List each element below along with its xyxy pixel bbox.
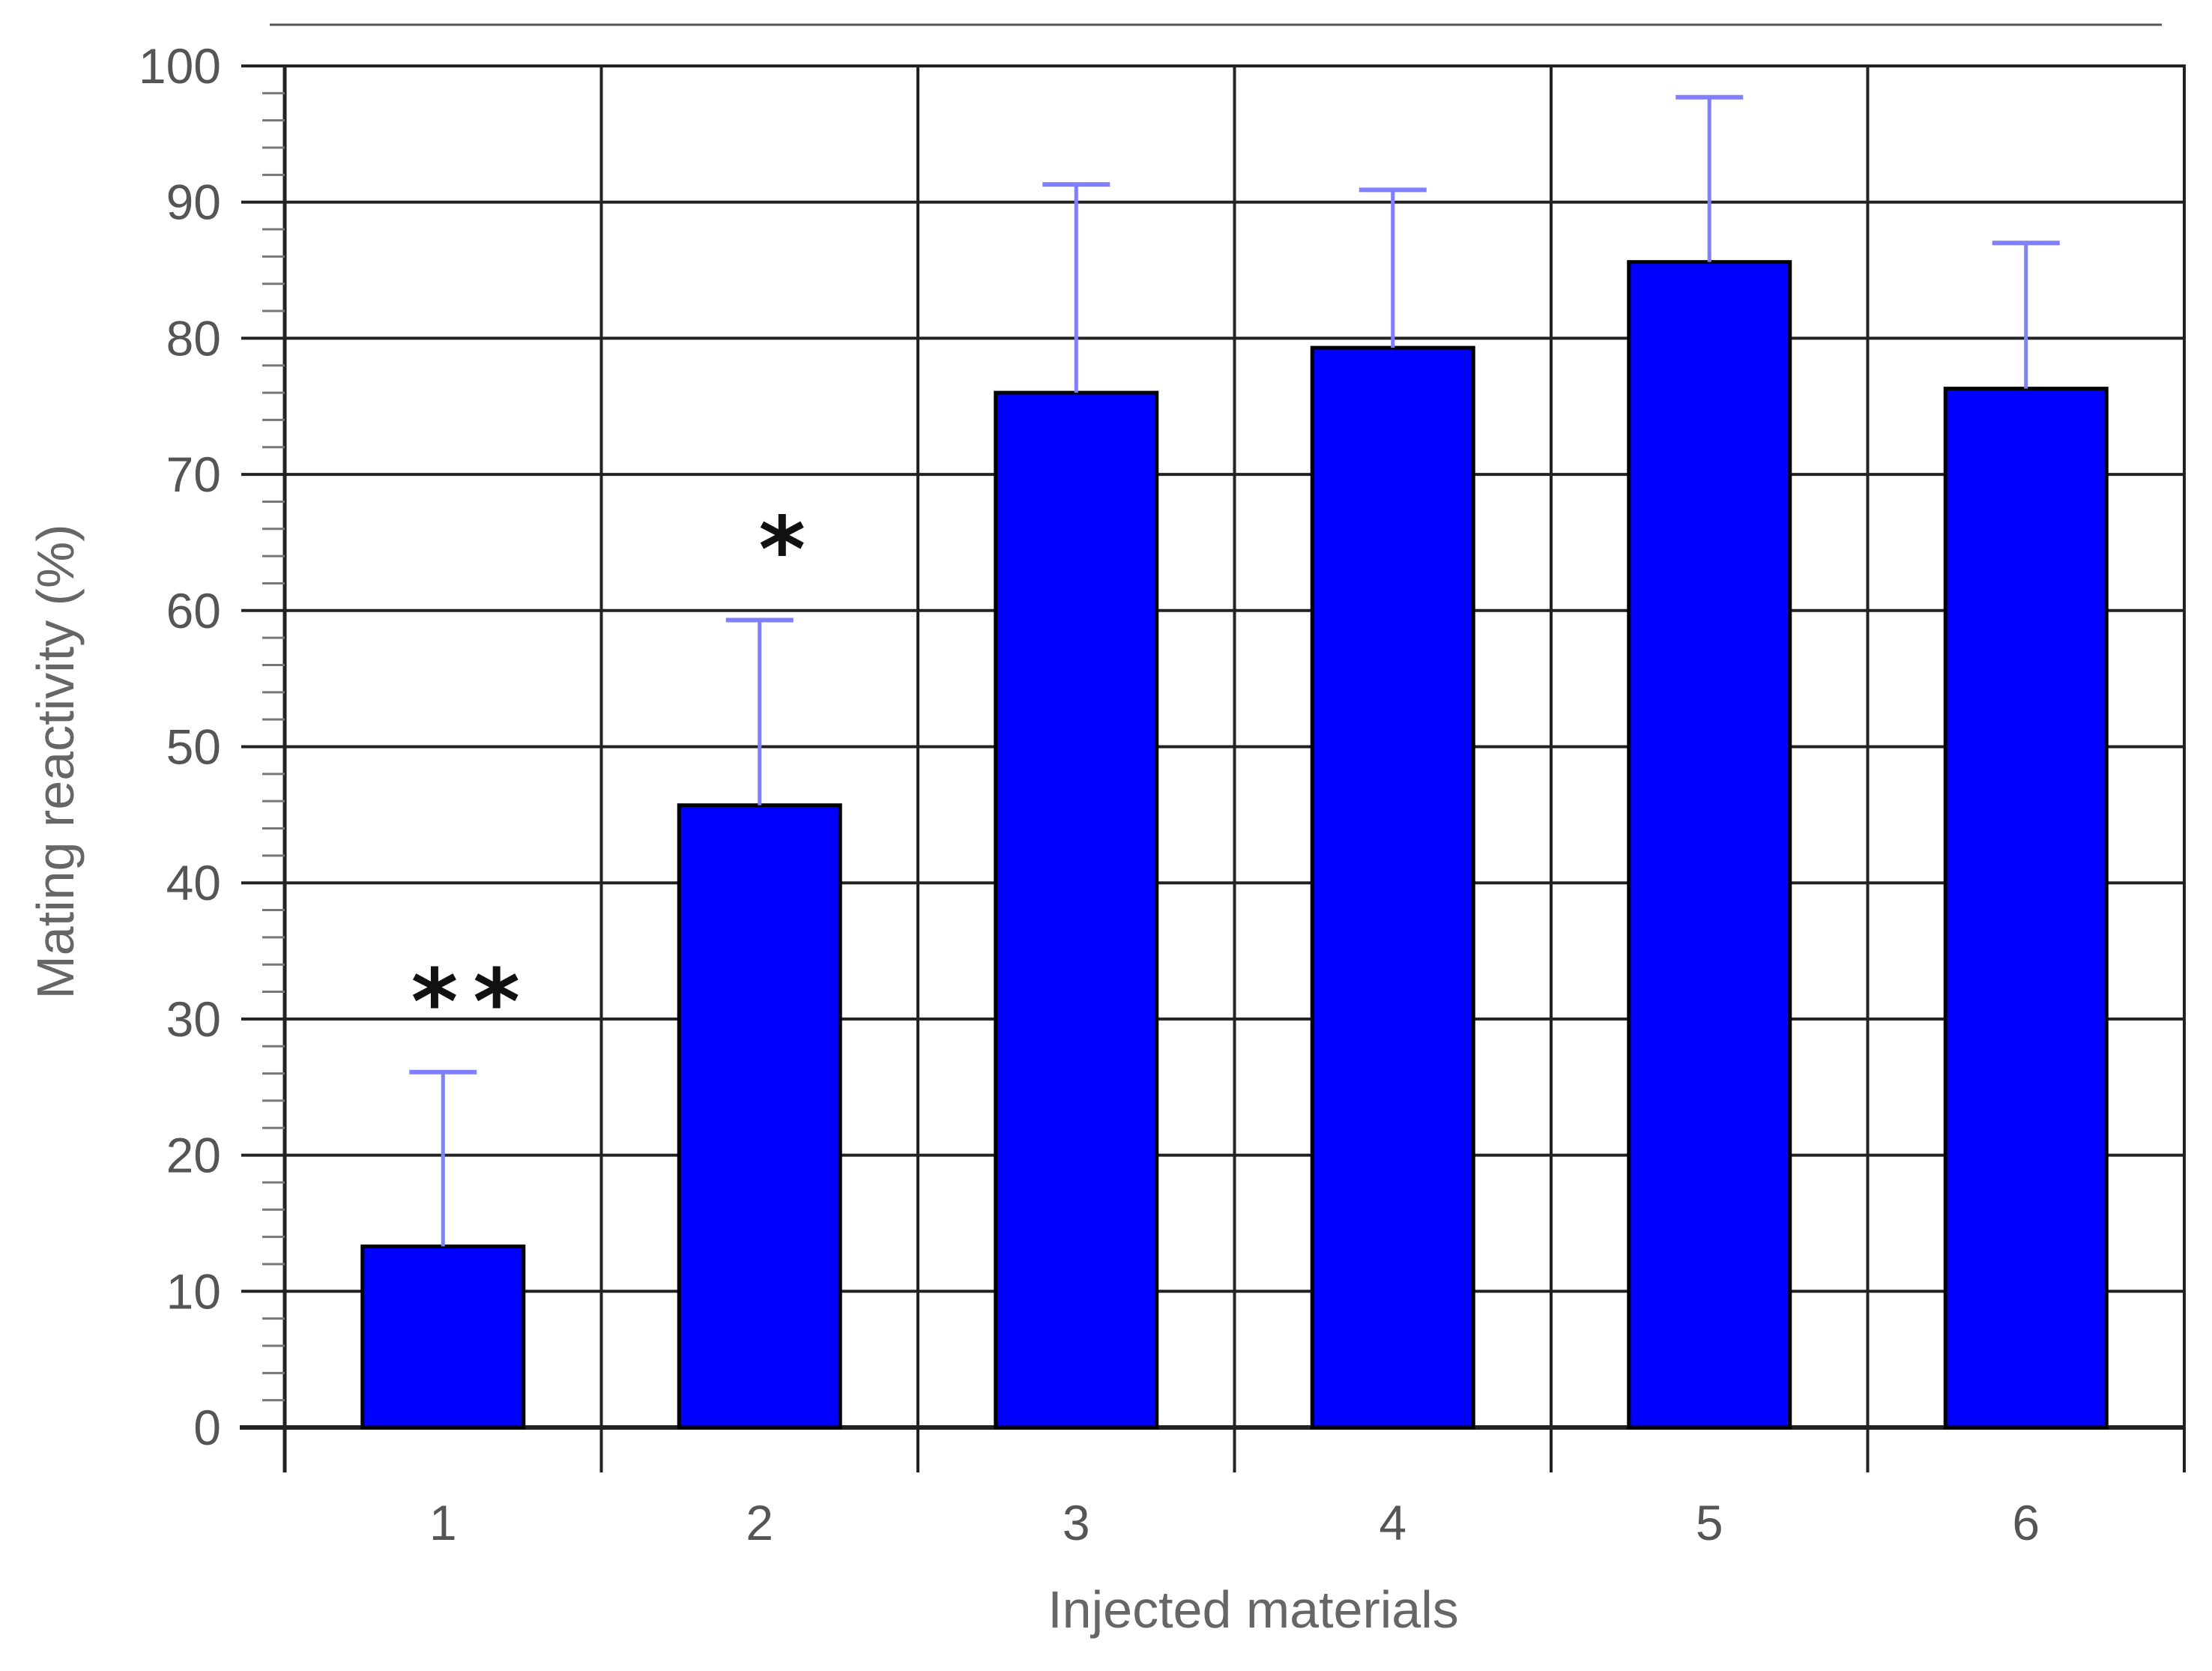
y-axis-title: Mating reactivity (%) xyxy=(26,524,85,999)
x-tick-label: 4 xyxy=(1379,1495,1406,1550)
y-tick-label: 90 xyxy=(166,175,221,230)
x-tick-label: 5 xyxy=(1696,1495,1723,1550)
bar xyxy=(1627,260,1792,1430)
y-tick-label: 50 xyxy=(166,719,221,775)
x-tick-label: 3 xyxy=(1063,1495,1090,1550)
bars xyxy=(360,260,2109,1430)
y-tick-label: 30 xyxy=(166,991,221,1047)
significance-marks: *** xyxy=(411,499,821,1055)
error-bars xyxy=(409,94,2060,1247)
y-tick-label: 70 xyxy=(166,447,221,502)
y-tick-label: 80 xyxy=(166,310,221,366)
grid-lines xyxy=(285,66,2184,1427)
y-tick-label: 60 xyxy=(166,583,221,638)
y-tick-label: 100 xyxy=(139,38,221,94)
y-tick-label: 0 xyxy=(193,1400,221,1455)
x-axis: 1 2 3 4 5 6 xyxy=(240,1425,2186,1550)
y-tick-label: 20 xyxy=(166,1128,221,1183)
bar xyxy=(1943,387,2109,1430)
bar xyxy=(677,803,842,1430)
bar xyxy=(1310,345,1475,1430)
bar xyxy=(360,1244,526,1430)
x-tick-label: 2 xyxy=(746,1495,773,1550)
x-tick-label: 1 xyxy=(429,1495,457,1550)
y-tick-label: 10 xyxy=(166,1263,221,1319)
significance-mark: * xyxy=(758,499,821,603)
significance-mark: ** xyxy=(411,951,535,1055)
bar xyxy=(994,390,1159,1430)
x-axis-title: Injected materials xyxy=(1048,1580,1459,1639)
y-axis: 0 10 20 30 40 50 60 70 80 90 100 xyxy=(139,38,287,1472)
y-tick-label: 40 xyxy=(166,855,221,910)
x-tick-label: 6 xyxy=(2012,1495,2040,1550)
